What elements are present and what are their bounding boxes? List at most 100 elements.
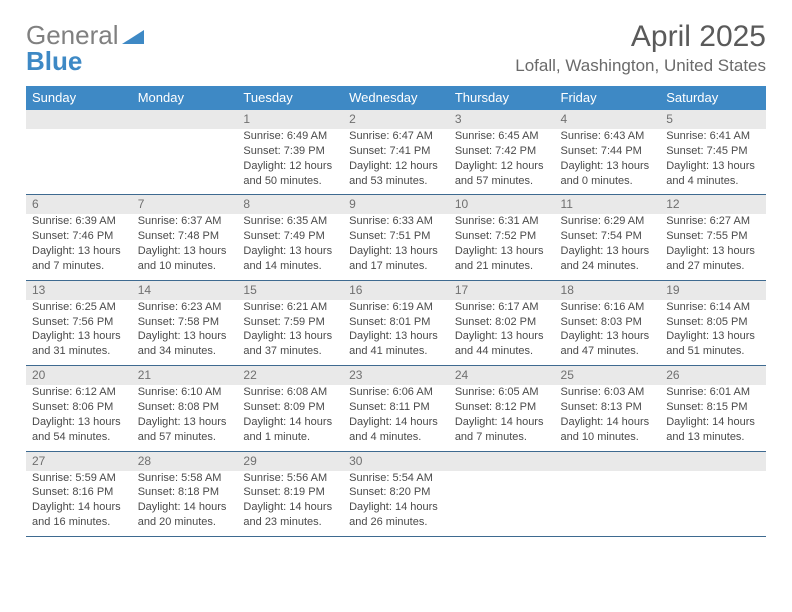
calendar-cell: 2Sunrise: 6:47 AMSunset: 7:41 PMDaylight… bbox=[343, 110, 449, 195]
calendar-row: 27Sunrise: 5:59 AMSunset: 8:16 PMDayligh… bbox=[26, 451, 766, 536]
day-number: 10 bbox=[449, 195, 555, 214]
cell-body: Sunrise: 5:56 AMSunset: 8:19 PMDaylight:… bbox=[237, 471, 343, 536]
day-number: 18 bbox=[555, 281, 661, 300]
sunrise-line: Sunrise: 6:08 AM bbox=[243, 385, 337, 400]
calendar-cell: 18Sunrise: 6:16 AMSunset: 8:03 PMDayligh… bbox=[555, 280, 661, 365]
daylight-line: Daylight: 13 hours and 54 minutes. bbox=[32, 415, 126, 445]
day-number: 9 bbox=[343, 195, 449, 214]
sunset-line: Sunset: 8:12 PM bbox=[455, 400, 549, 415]
header-bar: General Blue April 2025 Lofall, Washingt… bbox=[26, 22, 766, 76]
day-number: 14 bbox=[132, 281, 238, 300]
daylight-line: Daylight: 12 hours and 57 minutes. bbox=[455, 159, 549, 189]
cell-body: Sunrise: 5:59 AMSunset: 8:16 PMDaylight:… bbox=[26, 471, 132, 536]
weekday-header: Tuesday bbox=[237, 86, 343, 110]
sunrise-line: Sunrise: 6:01 AM bbox=[666, 385, 760, 400]
sunset-line: Sunset: 7:49 PM bbox=[243, 229, 337, 244]
calendar-cell bbox=[449, 451, 555, 536]
daylight-line: Daylight: 14 hours and 7 minutes. bbox=[455, 415, 549, 445]
day-number: 6 bbox=[26, 195, 132, 214]
sunrise-line: Sunrise: 6:43 AM bbox=[561, 129, 655, 144]
calendar-cell bbox=[660, 451, 766, 536]
daylight-line: Daylight: 14 hours and 10 minutes. bbox=[561, 415, 655, 445]
cell-body: Sunrise: 6:35 AMSunset: 7:49 PMDaylight:… bbox=[237, 214, 343, 279]
calendar-cell: 6Sunrise: 6:39 AMSunset: 7:46 PMDaylight… bbox=[26, 195, 132, 280]
sunrise-line: Sunrise: 6:16 AM bbox=[561, 300, 655, 315]
daylight-line: Daylight: 14 hours and 4 minutes. bbox=[349, 415, 443, 445]
calendar-row: 6Sunrise: 6:39 AMSunset: 7:46 PMDaylight… bbox=[26, 195, 766, 280]
sunset-line: Sunset: 8:01 PM bbox=[349, 315, 443, 330]
day-number: 19 bbox=[660, 281, 766, 300]
calendar-cell: 17Sunrise: 6:17 AMSunset: 8:02 PMDayligh… bbox=[449, 280, 555, 365]
sunrise-line: Sunrise: 6:03 AM bbox=[561, 385, 655, 400]
sunrise-line: Sunrise: 5:56 AM bbox=[243, 471, 337, 486]
daylight-line: Daylight: 13 hours and 4 minutes. bbox=[666, 159, 760, 189]
calendar-row: 13Sunrise: 6:25 AMSunset: 7:56 PMDayligh… bbox=[26, 280, 766, 365]
sunrise-line: Sunrise: 6:31 AM bbox=[455, 214, 549, 229]
cell-body: Sunrise: 6:12 AMSunset: 8:06 PMDaylight:… bbox=[26, 385, 132, 450]
daylight-line: Daylight: 14 hours and 1 minute. bbox=[243, 415, 337, 445]
calendar-cell: 3Sunrise: 6:45 AMSunset: 7:42 PMDaylight… bbox=[449, 110, 555, 195]
cell-body: Sunrise: 6:16 AMSunset: 8:03 PMDaylight:… bbox=[555, 300, 661, 365]
cell-body: Sunrise: 6:03 AMSunset: 8:13 PMDaylight:… bbox=[555, 385, 661, 450]
sunrise-line: Sunrise: 6:12 AM bbox=[32, 385, 126, 400]
sunset-line: Sunset: 7:39 PM bbox=[243, 144, 337, 159]
calendar-row: 1Sunrise: 6:49 AMSunset: 7:39 PMDaylight… bbox=[26, 110, 766, 195]
sunrise-line: Sunrise: 5:58 AM bbox=[138, 471, 232, 486]
sunset-line: Sunset: 7:45 PM bbox=[666, 144, 760, 159]
daylight-line: Daylight: 13 hours and 7 minutes. bbox=[32, 244, 126, 274]
calendar-cell: 26Sunrise: 6:01 AMSunset: 8:15 PMDayligh… bbox=[660, 366, 766, 451]
day-number: 24 bbox=[449, 366, 555, 385]
calendar-cell: 16Sunrise: 6:19 AMSunset: 8:01 PMDayligh… bbox=[343, 280, 449, 365]
sunrise-line: Sunrise: 6:19 AM bbox=[349, 300, 443, 315]
cell-body-empty bbox=[26, 129, 132, 194]
cell-body: Sunrise: 6:45 AMSunset: 7:42 PMDaylight:… bbox=[449, 129, 555, 194]
day-number: 21 bbox=[132, 366, 238, 385]
sunset-line: Sunset: 7:56 PM bbox=[32, 315, 126, 330]
weekday-header: Monday bbox=[132, 86, 238, 110]
daylight-line: Daylight: 13 hours and 24 minutes. bbox=[561, 244, 655, 274]
calendar-cell: 20Sunrise: 6:12 AMSunset: 8:06 PMDayligh… bbox=[26, 366, 132, 451]
sunset-line: Sunset: 8:16 PM bbox=[32, 485, 126, 500]
day-number: 13 bbox=[26, 281, 132, 300]
calendar-cell: 22Sunrise: 6:08 AMSunset: 8:09 PMDayligh… bbox=[237, 366, 343, 451]
calendar-cell: 5Sunrise: 6:41 AMSunset: 7:45 PMDaylight… bbox=[660, 110, 766, 195]
calendar-table: SundayMondayTuesdayWednesdayThursdayFrid… bbox=[26, 86, 766, 537]
sunset-line: Sunset: 7:58 PM bbox=[138, 315, 232, 330]
cell-body: Sunrise: 6:14 AMSunset: 8:05 PMDaylight:… bbox=[660, 300, 766, 365]
daylight-line: Daylight: 14 hours and 13 minutes. bbox=[666, 415, 760, 445]
sunset-line: Sunset: 8:13 PM bbox=[561, 400, 655, 415]
calendar-cell: 29Sunrise: 5:56 AMSunset: 8:19 PMDayligh… bbox=[237, 451, 343, 536]
daylight-line: Daylight: 13 hours and 31 minutes. bbox=[32, 329, 126, 359]
calendar-body: 1Sunrise: 6:49 AMSunset: 7:39 PMDaylight… bbox=[26, 110, 766, 536]
calendar-cell: 12Sunrise: 6:27 AMSunset: 7:55 PMDayligh… bbox=[660, 195, 766, 280]
calendar-cell: 13Sunrise: 6:25 AMSunset: 7:56 PMDayligh… bbox=[26, 280, 132, 365]
sunset-line: Sunset: 7:55 PM bbox=[666, 229, 760, 244]
calendar-cell bbox=[26, 110, 132, 195]
day-number: 2 bbox=[343, 110, 449, 129]
day-number-empty bbox=[660, 452, 766, 471]
cell-body: Sunrise: 6:37 AMSunset: 7:48 PMDaylight:… bbox=[132, 214, 238, 279]
sunset-line: Sunset: 8:11 PM bbox=[349, 400, 443, 415]
day-number-empty bbox=[449, 452, 555, 471]
sunrise-line: Sunrise: 6:06 AM bbox=[349, 385, 443, 400]
sunrise-line: Sunrise: 6:47 AM bbox=[349, 129, 443, 144]
day-number: 27 bbox=[26, 452, 132, 471]
cell-body: Sunrise: 6:23 AMSunset: 7:58 PMDaylight:… bbox=[132, 300, 238, 365]
sunset-line: Sunset: 7:44 PM bbox=[561, 144, 655, 159]
cell-body-empty bbox=[132, 129, 238, 194]
triangle-icon bbox=[122, 20, 144, 50]
day-number: 8 bbox=[237, 195, 343, 214]
day-number-empty bbox=[26, 110, 132, 129]
sunrise-line: Sunrise: 6:33 AM bbox=[349, 214, 443, 229]
daylight-line: Daylight: 14 hours and 20 minutes. bbox=[138, 500, 232, 530]
sunset-line: Sunset: 8:06 PM bbox=[32, 400, 126, 415]
daylight-line: Daylight: 13 hours and 44 minutes. bbox=[455, 329, 549, 359]
daylight-line: Daylight: 13 hours and 0 minutes. bbox=[561, 159, 655, 189]
sunset-line: Sunset: 7:48 PM bbox=[138, 229, 232, 244]
sunrise-line: Sunrise: 6:05 AM bbox=[455, 385, 549, 400]
sunset-line: Sunset: 8:15 PM bbox=[666, 400, 760, 415]
sunrise-line: Sunrise: 6:10 AM bbox=[138, 385, 232, 400]
sunset-line: Sunset: 8:18 PM bbox=[138, 485, 232, 500]
cell-body: Sunrise: 6:01 AMSunset: 8:15 PMDaylight:… bbox=[660, 385, 766, 450]
cell-body: Sunrise: 6:21 AMSunset: 7:59 PMDaylight:… bbox=[237, 300, 343, 365]
